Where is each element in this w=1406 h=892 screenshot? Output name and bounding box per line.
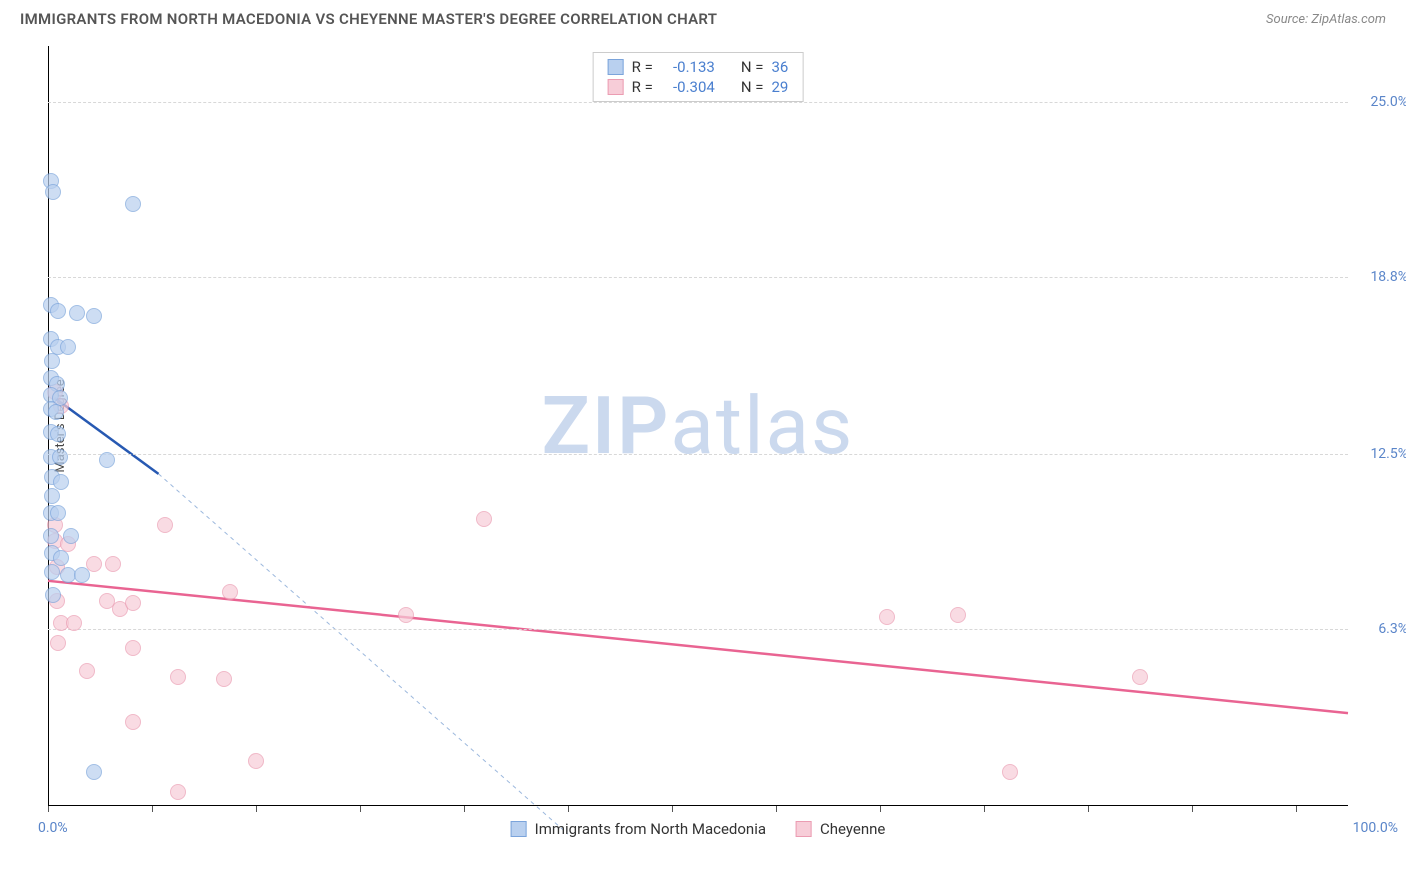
watermark-bold: ZIP [542, 379, 671, 473]
scatter-point [79, 663, 95, 679]
scatter-point [125, 640, 141, 656]
scatter-point [86, 308, 102, 324]
x-tick [48, 806, 49, 812]
x-tick [1192, 806, 1193, 812]
series-legend: Immigrants from North Macedonia Cheyenne [511, 820, 886, 838]
scatter-point [44, 488, 60, 504]
scatter-point [52, 449, 68, 465]
series-legend-label: Immigrants from North Macedonia [535, 820, 766, 838]
scatter-point [86, 764, 102, 780]
scatter-point [476, 511, 492, 527]
scatter-point [1002, 764, 1018, 780]
series-legend-label: Cheyenne [820, 820, 885, 838]
chart-source: Source: ZipAtlas.com [1266, 12, 1386, 27]
legend-r-value: -0.304 [661, 78, 715, 96]
legend-swatch [608, 59, 624, 75]
scatter-point [45, 587, 61, 603]
x-tick [568, 806, 569, 812]
scatter-point [74, 567, 90, 583]
scatter-point [63, 528, 79, 544]
scatter-point [48, 404, 64, 420]
scatter-point [879, 609, 895, 625]
watermark-light: atlas [670, 379, 854, 473]
x-tick [360, 806, 361, 812]
gridline [48, 454, 1348, 455]
y-tick-label: 25.0% [1370, 94, 1406, 110]
x-tick [256, 806, 257, 812]
y-tick-label: 18.8% [1370, 269, 1406, 285]
scatter-point [44, 353, 60, 369]
x-tick [152, 806, 153, 812]
scatter-point [170, 784, 186, 800]
legend-r-value: -0.133 [661, 58, 715, 76]
scatter-point [69, 305, 85, 321]
scatter-point [50, 303, 66, 319]
scatter-point [398, 607, 414, 623]
chart-area: ZIPatlas Master's Degree R =-0.133N =36R… [48, 46, 1348, 806]
scatter-point [248, 753, 264, 769]
y-tick-label: 12.5% [1370, 446, 1406, 462]
chart-title: IMMIGRANTS FROM NORTH MACEDONIA VS CHEYE… [20, 10, 717, 28]
legend-n-value: 36 [771, 58, 788, 76]
correlation-legend-box: R = -0.133 N = 36 R = -0.304 N = 29 [593, 52, 804, 102]
gridline [48, 277, 1348, 278]
legend-r-label: R = [632, 58, 653, 76]
gridline [48, 629, 1348, 630]
x-tick [1296, 806, 1297, 812]
scatter-point [50, 505, 66, 521]
y-tick-label: 6.3% [1378, 621, 1406, 637]
scatter-point [125, 595, 141, 611]
scatter-point [1132, 669, 1148, 685]
x-tick [880, 806, 881, 812]
legend-row: R = -0.304 N = 29 [608, 77, 789, 97]
scatter-point [125, 714, 141, 730]
legend-r-label: R = [632, 78, 653, 96]
scatter-point [50, 635, 66, 651]
scatter-point [99, 452, 115, 468]
x-axis-min-label: 0.0% [38, 820, 68, 836]
x-tick [464, 806, 465, 812]
scatter-point [66, 615, 82, 631]
scatter-point [105, 556, 121, 572]
series-legend-item: Immigrants from North Macedonia [511, 820, 766, 838]
series-legend-item: Cheyenne [796, 820, 885, 838]
scatter-point [157, 517, 173, 533]
x-tick [984, 806, 985, 812]
chart-header: IMMIGRANTS FROM NORTH MACEDONIA VS CHEYE… [0, 0, 1406, 36]
x-axis-max-label: 100.0% [1353, 820, 1398, 836]
legend-swatch [796, 821, 812, 837]
scatter-point [125, 196, 141, 212]
gridline [48, 102, 1348, 103]
x-tick [672, 806, 673, 812]
legend-n-label: N = [741, 58, 764, 76]
trend-line-dashed [159, 474, 569, 834]
scatter-point [950, 607, 966, 623]
legend-n-value: 29 [771, 78, 788, 96]
trend-line [48, 581, 1348, 713]
scatter-point [53, 474, 69, 490]
scatter-point [222, 584, 238, 600]
legend-row: R = -0.133 N = 36 [608, 57, 789, 77]
legend-swatch [511, 821, 527, 837]
scatter-point [43, 528, 59, 544]
legend-n-label: N = [741, 78, 764, 96]
scatter-point [45, 184, 61, 200]
x-axis-line [48, 805, 1348, 806]
x-tick [1088, 806, 1089, 812]
scatter-point [170, 669, 186, 685]
trend-lines-layer [48, 46, 1348, 806]
scatter-point [50, 426, 66, 442]
x-tick [776, 806, 777, 812]
watermark: ZIPatlas [542, 379, 855, 473]
scatter-point [53, 550, 69, 566]
scatter-point [60, 339, 76, 355]
scatter-point [216, 671, 232, 687]
scatter-point [44, 564, 60, 580]
legend-swatch [608, 79, 624, 95]
